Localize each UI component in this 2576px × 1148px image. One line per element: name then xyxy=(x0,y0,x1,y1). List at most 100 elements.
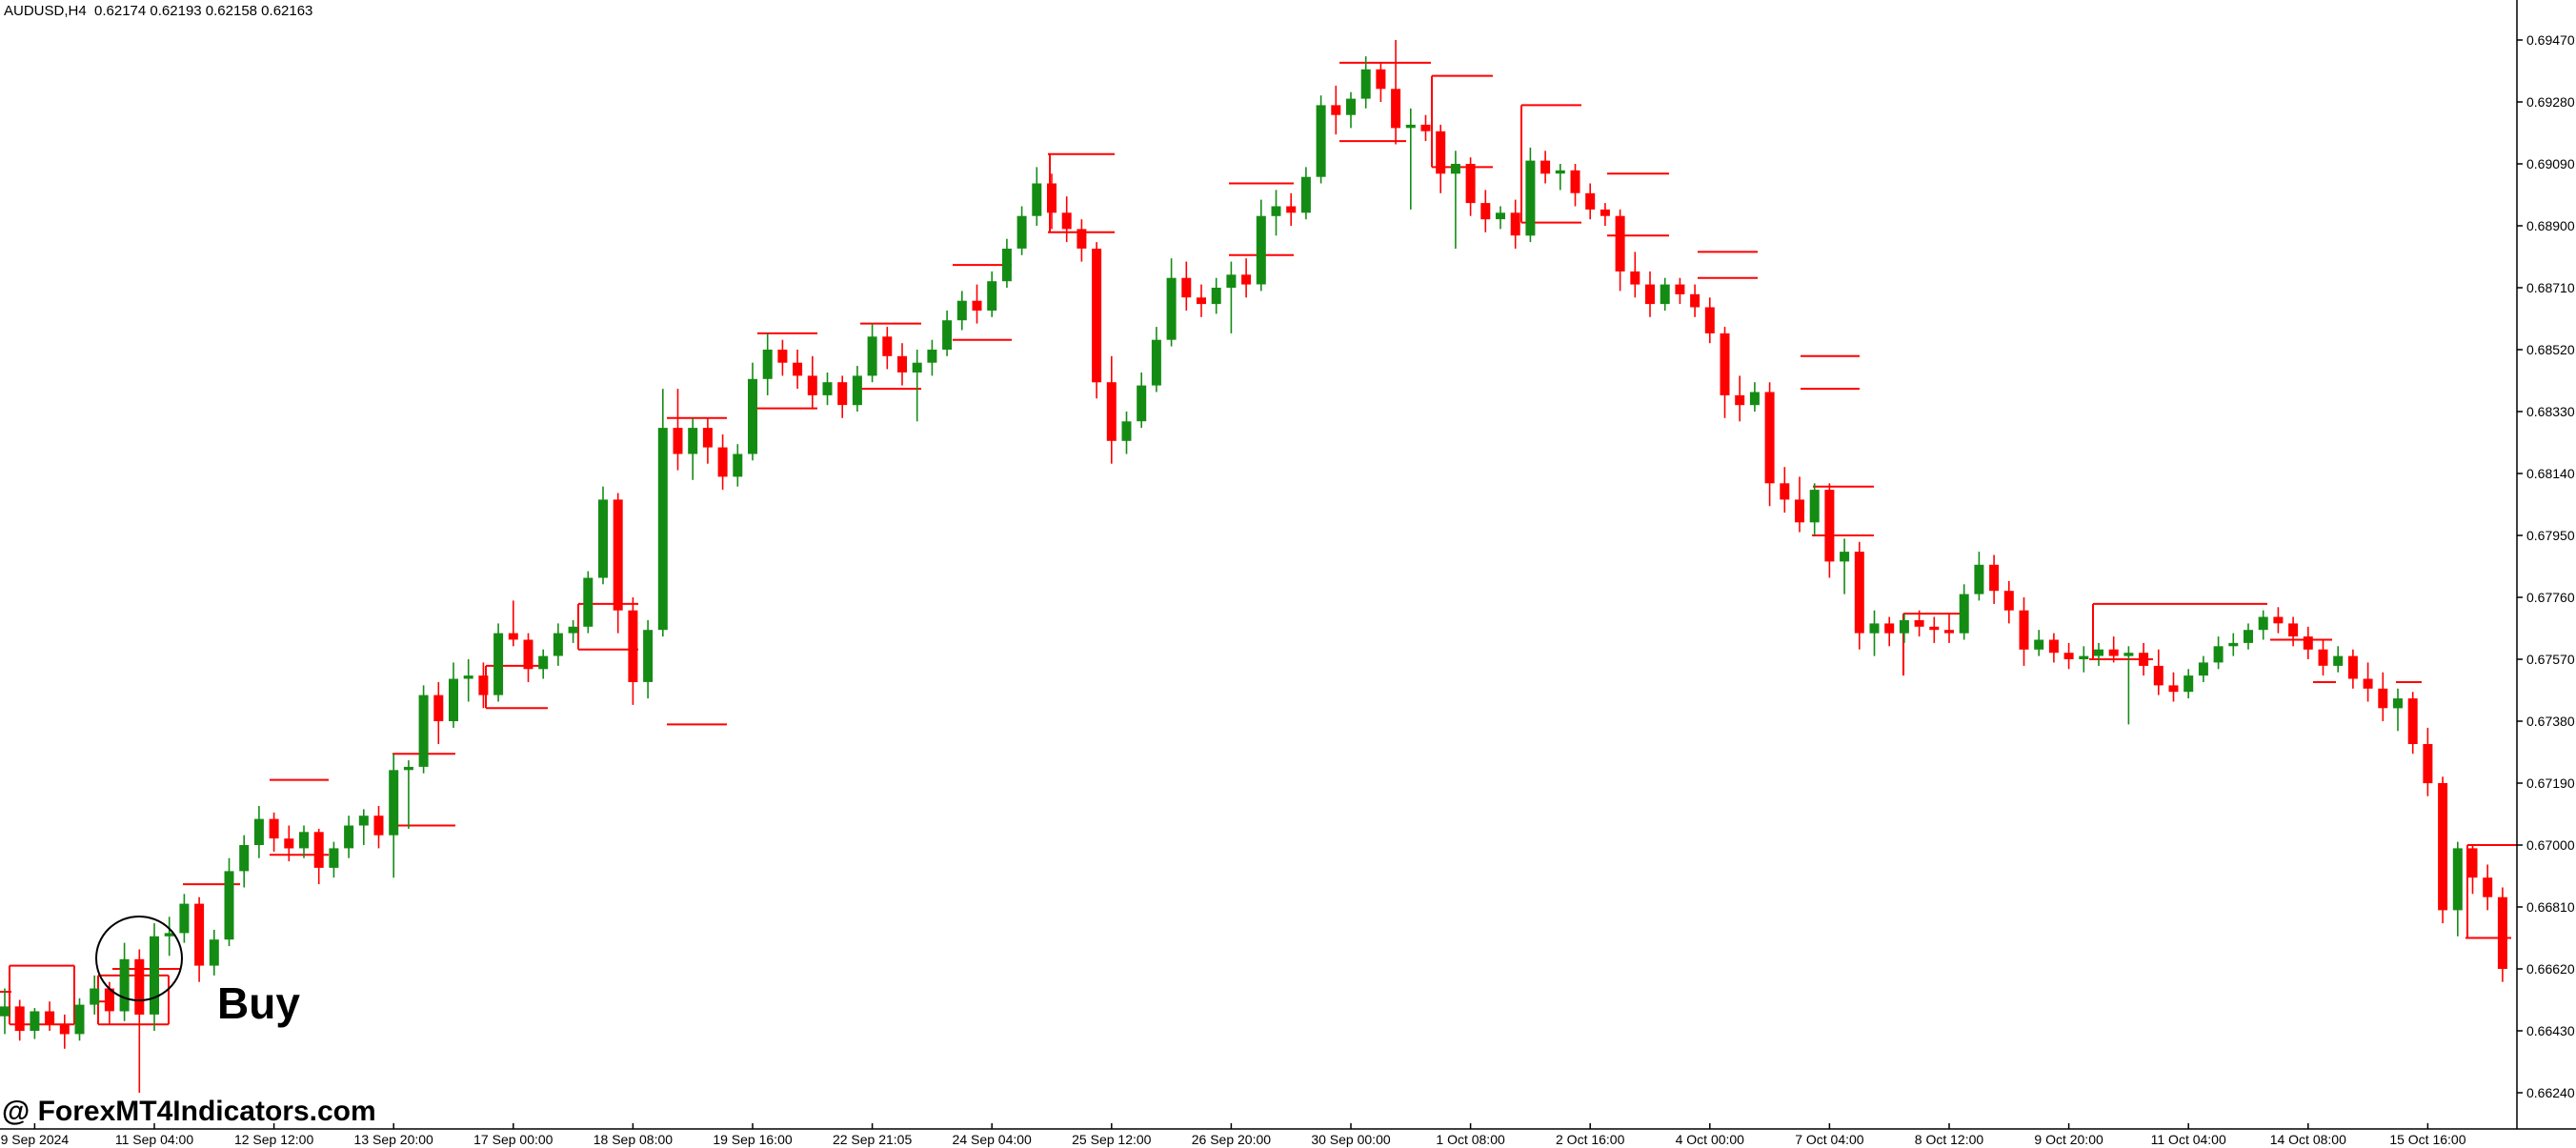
candle-body xyxy=(912,362,922,373)
candle-body xyxy=(2452,848,2463,911)
candle-body xyxy=(478,675,489,695)
candle-body xyxy=(1570,170,1580,193)
candle-body xyxy=(1510,212,1520,236)
candle-body xyxy=(1615,215,1625,272)
candle-body xyxy=(2288,623,2299,637)
time-axis-label: 12 Sep 12:00 xyxy=(234,1132,314,1147)
candle-body xyxy=(1061,212,1072,230)
candle-body xyxy=(598,499,608,578)
candle-body xyxy=(1585,192,1596,210)
support-resistance-indicator-lines xyxy=(0,61,2517,1026)
candle-body xyxy=(1704,307,1715,333)
candle-body xyxy=(2258,616,2268,631)
price-axis-label: 0.67380 xyxy=(2526,714,2575,729)
candle-body xyxy=(1749,392,1760,406)
candle-body xyxy=(1001,249,1012,282)
candle-body xyxy=(1944,630,1954,634)
candle-body xyxy=(253,818,264,845)
candle-body xyxy=(1480,203,1491,220)
candle-body xyxy=(2094,649,2103,656)
candle-body xyxy=(717,447,728,477)
candle-body xyxy=(2063,653,2074,659)
candle-body xyxy=(1496,212,1505,220)
buy-annotation-label: Buy xyxy=(217,978,300,1028)
candle-body xyxy=(1795,499,1804,523)
candle-body xyxy=(1869,623,1880,634)
candle-body xyxy=(433,695,444,721)
time-axis-label: 4 Oct 00:00 xyxy=(1676,1132,1745,1147)
candle-body xyxy=(2467,848,2478,878)
candle-body xyxy=(762,350,773,379)
candle-body xyxy=(1106,382,1117,441)
candle-body xyxy=(449,678,458,721)
candle-body xyxy=(1735,394,1745,406)
candle-body xyxy=(284,838,294,849)
candle-body xyxy=(2363,678,2373,689)
candle-body xyxy=(748,378,757,454)
candle-body xyxy=(164,933,174,937)
candle-body xyxy=(1346,98,1356,115)
candle-body xyxy=(807,375,817,395)
candle-body xyxy=(2139,653,2149,666)
candle-body xyxy=(613,499,623,611)
candle-body xyxy=(1660,284,1670,305)
time-axis-label: 19 Sep 16:00 xyxy=(713,1132,793,1147)
candle-body xyxy=(1137,385,1147,422)
candle-body xyxy=(358,816,369,826)
time-axis-label: 9 Oct 20:00 xyxy=(2034,1132,2103,1147)
candle-body xyxy=(179,903,190,934)
candle-body xyxy=(418,695,429,767)
candle-body xyxy=(2347,655,2358,679)
candle-body xyxy=(14,1006,25,1032)
candle-body xyxy=(45,1011,55,1025)
candle-body xyxy=(1929,626,1940,631)
candle-body xyxy=(643,630,654,682)
candle-body xyxy=(1720,332,1730,395)
candle-body xyxy=(1316,105,1326,177)
candle-body xyxy=(1077,229,1087,249)
time-axis-label: 26 Sep 20:00 xyxy=(1192,1132,1272,1147)
candle-body xyxy=(373,816,384,836)
time-axis-label: 8 Oct 12:00 xyxy=(1915,1132,1984,1147)
candles-layer xyxy=(0,40,2507,1093)
buy-signal-circle-annotation xyxy=(95,916,183,1001)
candle-body xyxy=(673,428,683,454)
candle-body xyxy=(1645,284,1655,305)
candle-body xyxy=(0,1006,10,1017)
price-axis-label: 0.68520 xyxy=(2526,342,2575,357)
time-axis-label: 30 Sep 00:00 xyxy=(1311,1132,1391,1147)
candle-body xyxy=(2438,783,2448,911)
candle-body xyxy=(1465,164,1476,204)
candle-body xyxy=(2273,616,2284,624)
time-axis-label: 15 Oct 16:00 xyxy=(2389,1132,2465,1147)
price-axis-label: 0.68900 xyxy=(2526,218,2575,233)
candle-body xyxy=(1166,277,1177,340)
candle-body xyxy=(2303,636,2313,650)
candle-body xyxy=(867,336,877,376)
chart-symbol-title: AUDUSD,H4 0.62174 0.62193 0.62158 0.6216… xyxy=(4,3,313,19)
candle-body xyxy=(897,355,907,373)
time-axis-label: 1 Oct 08:00 xyxy=(1436,1132,1505,1147)
time-axis-label: 7 Oct 04:00 xyxy=(1795,1132,1864,1147)
candle-body xyxy=(1151,339,1161,386)
time-axis-label: 11 Sep 04:00 xyxy=(115,1132,193,1147)
candle-body xyxy=(777,350,788,363)
candle-body xyxy=(1809,490,1820,523)
candle-body xyxy=(299,832,309,849)
candle-body xyxy=(329,848,339,868)
price-axis-label: 0.66620 xyxy=(2526,961,2575,977)
candle-body xyxy=(2184,675,2194,693)
candle-body xyxy=(2048,639,2059,654)
candle-body xyxy=(224,871,234,940)
price-axis-label: 0.68140 xyxy=(2526,466,2575,481)
candle-body xyxy=(1959,594,1969,634)
candle-body xyxy=(2168,685,2179,693)
time-axis-label: 11 Oct 04:00 xyxy=(2151,1132,2226,1147)
price-axis-label: 0.67570 xyxy=(2526,652,2575,667)
candle-body xyxy=(793,362,803,376)
candle-body xyxy=(1974,564,1984,594)
time-axis-label: 22 Sep 21:05 xyxy=(833,1132,913,1147)
